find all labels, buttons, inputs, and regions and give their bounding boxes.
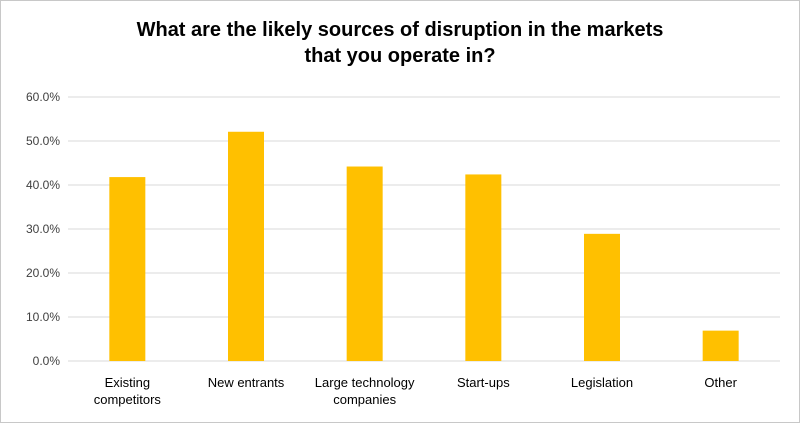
chart-title-line-2: that you operate in? — [304, 45, 496, 67]
y-tick-label: 30.0% — [26, 222, 60, 236]
bar — [346, 166, 383, 361]
y-tick-label: 0.0% — [33, 354, 61, 368]
x-tick-label: New entrants — [208, 375, 285, 390]
y-tick-label: 10.0% — [26, 310, 60, 324]
x-tick-label: Start-ups — [457, 375, 510, 390]
x-tick-label: Legislation — [571, 375, 633, 390]
bar — [465, 174, 502, 361]
y-tick-label: 40.0% — [26, 178, 60, 192]
chart-title: What are the likely sources of disruptio… — [0, 17, 800, 69]
y-tick-label: 50.0% — [26, 134, 60, 148]
bar — [228, 131, 264, 361]
y-tick-label: 20.0% — [26, 266, 60, 280]
x-tick-label: Other — [704, 375, 737, 390]
chart-title-line-1: What are the likely sources of disruptio… — [136, 19, 664, 41]
x-tick-label: Existing competitors — [94, 375, 162, 407]
bar — [584, 233, 620, 361]
x-tick-label: Large technology companies — [315, 375, 415, 407]
bar — [109, 177, 146, 361]
y-tick-label: 60.0% — [26, 90, 60, 104]
bar — [702, 330, 739, 361]
